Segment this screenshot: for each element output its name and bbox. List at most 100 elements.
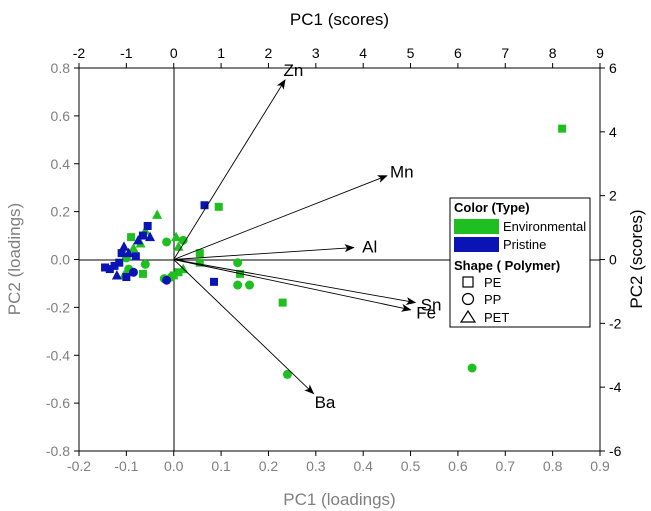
- loading-label-sn: Sn: [421, 296, 442, 315]
- right-tick-label: -6: [609, 443, 622, 459]
- pristine-square-point: [138, 231, 147, 240]
- environmental-circle-point: [178, 235, 188, 245]
- pristine-square-point: [110, 261, 119, 270]
- pristine-triangle-point: [133, 234, 144, 245]
- top-tick-label: 5: [407, 45, 415, 61]
- pristine-triangle-point: [118, 241, 129, 251]
- left-tick-label: -0.8: [46, 443, 70, 459]
- pristine-square-point: [105, 265, 114, 274]
- pristine-triangle-point: [145, 231, 156, 242]
- pristine-square-point: [115, 258, 124, 267]
- top-tick-label: 8: [549, 45, 557, 61]
- loading-label-al: Al: [362, 238, 377, 257]
- legend-shape-title: Shape ( Polymer): [454, 258, 560, 273]
- left-tick-label: -0.4: [46, 347, 70, 363]
- top-tick-label: -1: [120, 45, 133, 61]
- right-tick-label: 2: [609, 188, 617, 204]
- top-tick-label: 6: [454, 45, 462, 61]
- bottom-tick-label: -0.1: [114, 458, 138, 474]
- left-tick-label: -0.6: [46, 395, 70, 411]
- right-tick-label: -2: [609, 315, 622, 331]
- pristine-circle-point: [128, 267, 138, 277]
- legend-label-environmental: Environmental: [503, 219, 586, 234]
- loading-label-ba: Ba: [315, 393, 336, 412]
- bottom-tick-label: 0.5: [401, 458, 421, 474]
- bottom-tick-label: 0.2: [259, 458, 279, 474]
- pristine-square-point: [209, 277, 218, 286]
- legend-circle-marker: [461, 292, 475, 306]
- pristine-triangle-point: [111, 269, 122, 280]
- top-tick-label: 0: [170, 45, 178, 61]
- bottom-tick-label: 0.7: [496, 458, 516, 474]
- environmental-circle-point: [140, 259, 150, 269]
- loading-label-mn: Mn: [390, 162, 414, 181]
- pristine-square-point: [143, 221, 152, 230]
- legend-color-title: Color (Type): [454, 200, 530, 215]
- environmental-square-point: [214, 202, 223, 211]
- bottom-tick-label: 0.9: [590, 458, 610, 474]
- top-tick-label: 3: [312, 45, 320, 61]
- y-left-axis-title: PC2 (loadings): [5, 203, 24, 315]
- left-tick-label: 0.0: [51, 252, 71, 268]
- loading-arrow-ba: [173, 259, 315, 395]
- environmental-triangle-point: [128, 242, 139, 253]
- bottom-tick-label: 0.4: [353, 458, 373, 474]
- pristine-square-point: [117, 249, 126, 258]
- bottom-tick-label: 0.1: [211, 458, 231, 474]
- environmental-circle-point: [233, 280, 243, 290]
- bottom-tick-label: 0.3: [306, 458, 326, 474]
- loading-arrow-al: [173, 244, 355, 260]
- pristine-square-point: [101, 263, 110, 272]
- top-tick-label: 7: [501, 45, 509, 61]
- environmental-circle-point: [162, 237, 172, 247]
- left-tick-label: 0.6: [51, 108, 71, 124]
- pristine-square-point: [200, 201, 209, 210]
- loading-arrow-sn: [173, 259, 417, 305]
- tick-layer: -0.2 -0.1 0.0 0.1 0.2 0.3 0.4 0.5 0.6 0.7 0.8 0.9 -2…: [46, 45, 622, 474]
- right-tick-label: 6: [609, 60, 617, 76]
- right-tick-label: 4: [609, 124, 617, 140]
- pristine-triangle-point: [123, 247, 134, 258]
- left-tick-label: 0.8: [51, 60, 71, 76]
- right-tick-label: 0: [609, 252, 617, 268]
- environmental-circle-point: [282, 369, 292, 379]
- environmental-square-point: [127, 233, 136, 242]
- legend-label-pet: PET: [484, 310, 509, 325]
- top-tick-label: 9: [596, 45, 604, 61]
- legend: Color (Type) Environmental Pristine Shap…: [449, 197, 591, 328]
- environmental-square-point: [195, 258, 204, 267]
- legend-triangle-marker: [459, 309, 477, 323]
- x-top-axis-title: PC1 (scores): [290, 10, 389, 29]
- legend-label-pristine: Pristine: [503, 237, 546, 252]
- environmental-circle-point: [467, 363, 477, 373]
- legend-square-marker: [462, 276, 474, 288]
- top-tick-label: 1: [217, 45, 225, 61]
- y-right-axis-title: PC2 (scores): [627, 209, 646, 308]
- environmental-square-point: [124, 268, 133, 277]
- top-tick-label: 4: [359, 45, 367, 61]
- bottom-tick-label: -0.2: [67, 458, 91, 474]
- pristine-circle-point: [162, 275, 172, 285]
- right-tick-label: -4: [609, 379, 622, 395]
- legend-swatch-pristine: [454, 237, 499, 252]
- legend-swatch-environmental: [454, 219, 499, 234]
- loading-arrow-zn: [173, 79, 286, 260]
- top-tick-label: 2: [265, 45, 273, 61]
- x-bottom-axis-title: PC1 (loadings): [283, 490, 395, 509]
- environmental-triangle-point: [171, 231, 182, 242]
- environmental-square-point: [195, 249, 204, 258]
- legend-label-pe: PE: [484, 275, 502, 290]
- bottom-tick-label: 0.6: [448, 458, 468, 474]
- environmental-square-point: [174, 268, 183, 277]
- loading-arrow-mn: [173, 175, 388, 260]
- environmental-square-point: [138, 269, 147, 278]
- environmental-square-point: [278, 298, 287, 307]
- loading-label-zn: Zn: [284, 61, 304, 80]
- loading-label-fe: Fe: [416, 303, 436, 322]
- environmental-square-point: [558, 124, 567, 133]
- left-tick-label: 0.4: [51, 156, 71, 172]
- bottom-tick-label: 0.8: [543, 458, 563, 474]
- top-tick-label: -2: [73, 45, 86, 61]
